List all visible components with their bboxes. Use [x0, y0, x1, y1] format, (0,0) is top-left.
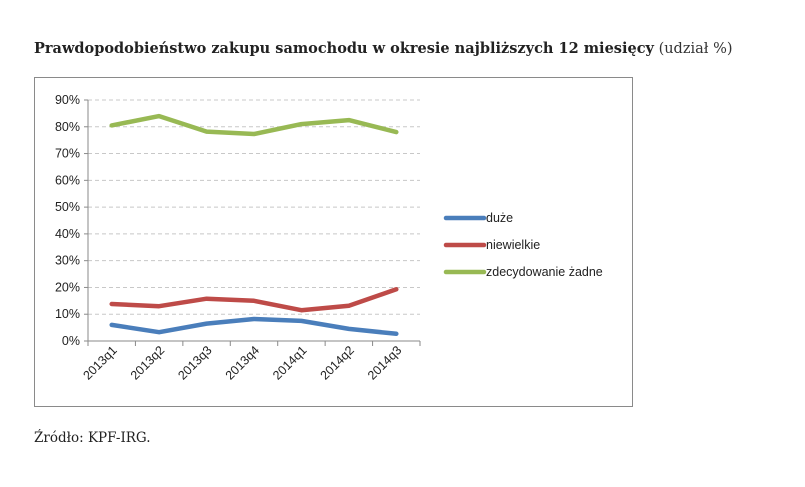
legend-label: niewielkie — [486, 238, 540, 252]
y-tick-label: 60% — [55, 173, 80, 187]
x-tick-label: 2014q2 — [318, 343, 357, 382]
x-tick-label: 2013q2 — [128, 343, 167, 382]
y-axis-ticks: 0% 10% 20% 30% 40% 50% 60% 70% 80% 90% — [55, 93, 88, 348]
chart-container: 0% 10% 20% 30% 40% 50% 60% 70% 80% 90% 2013q1 2013… — [34, 77, 633, 407]
legend-label: duże — [486, 211, 513, 225]
legend-label: zdecydowanie żadne — [486, 265, 603, 279]
x-tick-label: 2013q3 — [175, 343, 214, 382]
x-tick-label: 2013q4 — [223, 343, 262, 382]
chart-title-main: Prawdopodobieństwo zakupu samochodu w ok… — [34, 40, 654, 57]
y-tick-label: 30% — [55, 254, 80, 268]
y-tick-label: 50% — [55, 200, 80, 214]
axes — [87, 100, 420, 342]
series-lines — [109, 113, 399, 337]
legend: duże niewielkie zdecydowanie żadne — [443, 211, 603, 279]
chart-title: Prawdopodobieństwo zakupu samochodu w ok… — [34, 40, 733, 57]
gridlines — [88, 99, 420, 315]
y-tick-label: 40% — [55, 227, 80, 241]
x-tick-label: 2014q1 — [270, 343, 309, 382]
source-note: Źródło: KPF-IRG. — [34, 430, 151, 446]
y-tick-label: 10% — [55, 307, 80, 321]
line-chart: 0%10%20%30%40%50%60%70%80%90% 2013q1 2013… — [55, 93, 603, 383]
x-tick-label: 2013q1 — [80, 343, 119, 382]
y-tick-label: 70% — [55, 147, 80, 161]
y-tick-label: 90% — [55, 93, 80, 107]
series-line-0 — [109, 316, 399, 337]
x-axis-ticks: 2013q1 2013q2 2013q3 2013q4 2014q1 2014q2 2014… — [80, 341, 421, 383]
y-tick-label: 80% — [55, 120, 80, 134]
x-tick-label: 2014q3 — [365, 343, 404, 382]
series-line-2 — [109, 113, 399, 137]
chart-title-unit: (udział %) — [658, 41, 733, 57]
y-tick-label: 0% — [62, 334, 80, 348]
series-line-1 — [109, 287, 399, 313]
y-tick-label: 20% — [55, 280, 80, 294]
